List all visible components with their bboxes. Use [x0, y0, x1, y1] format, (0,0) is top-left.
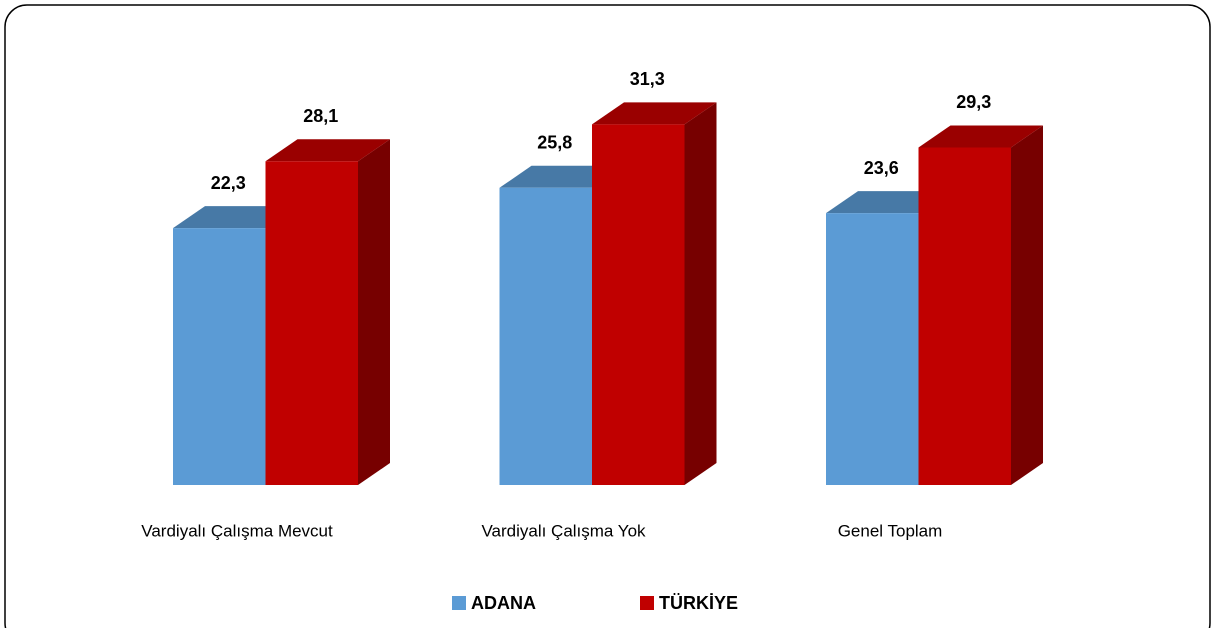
bar [592, 102, 717, 485]
bar [918, 125, 1043, 486]
x-tick-label: Vardiyalı Çalışma Yok [481, 521, 646, 540]
data-label: 25,8 [537, 133, 572, 153]
data-label: 22,3 [211, 173, 246, 193]
data-label: 29,3 [956, 92, 991, 112]
bar-top [592, 102, 717, 125]
legend-label: TÜRKİYE [659, 593, 738, 613]
bar-front [918, 147, 1011, 486]
bar-side [1011, 125, 1043, 486]
bar-front [592, 124, 685, 485]
x-tick-label: Genel Toplam [838, 521, 943, 540]
bar-front [499, 187, 592, 485]
bar [265, 139, 390, 485]
data-label: 31,3 [630, 69, 665, 89]
bar-front [826, 213, 919, 486]
bar-front [173, 228, 266, 485]
legend-label: ADANA [471, 593, 536, 613]
data-label: 23,6 [864, 158, 899, 178]
legend-swatch [452, 596, 466, 610]
bar-top [918, 125, 1043, 148]
x-tick-label: Vardiyalı Çalışma Mevcut [141, 521, 333, 540]
bar-side [358, 139, 390, 485]
bar-top [265, 139, 390, 162]
data-label: 28,1 [303, 106, 338, 126]
bar-front [265, 161, 358, 485]
legend-swatch [640, 596, 654, 610]
bar-side [684, 102, 717, 485]
